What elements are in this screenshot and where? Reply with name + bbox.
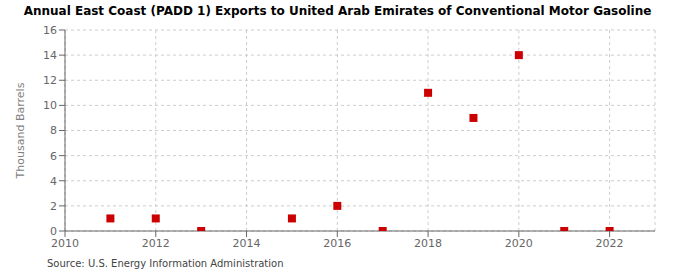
svg-text:2022: 2022: [596, 237, 624, 250]
svg-text:2012: 2012: [142, 237, 170, 250]
svg-text:2016: 2016: [323, 237, 351, 250]
svg-text:2018: 2018: [414, 237, 442, 250]
svg-text:2020: 2020: [505, 237, 533, 250]
svg-text:8: 8: [50, 124, 57, 137]
svg-text:12: 12: [43, 74, 57, 87]
html-text:Source: U.S. Energy Informatio: Source: U.S. Energy Information Administ…: [47, 258, 284, 269]
svg-text:2010: 2010: [51, 237, 79, 250]
svg-text:4: 4: [50, 175, 57, 188]
svg-text:2: 2: [50, 200, 57, 213]
svg-text:14: 14: [43, 49, 57, 62]
svg-text:10: 10: [43, 99, 57, 112]
svg-text:16: 16: [43, 24, 57, 37]
svg-text:2014: 2014: [233, 237, 261, 250]
html-text:Annual East Coast (PADD 1) Exp: Annual East Coast (PADD 1) Exports to Un…: [23, 4, 652, 18]
svg-text:0: 0: [50, 225, 57, 238]
svg-text:6: 6: [50, 150, 57, 163]
svg-text:Thousand Barrels: Thousand Barrels: [14, 82, 27, 179]
